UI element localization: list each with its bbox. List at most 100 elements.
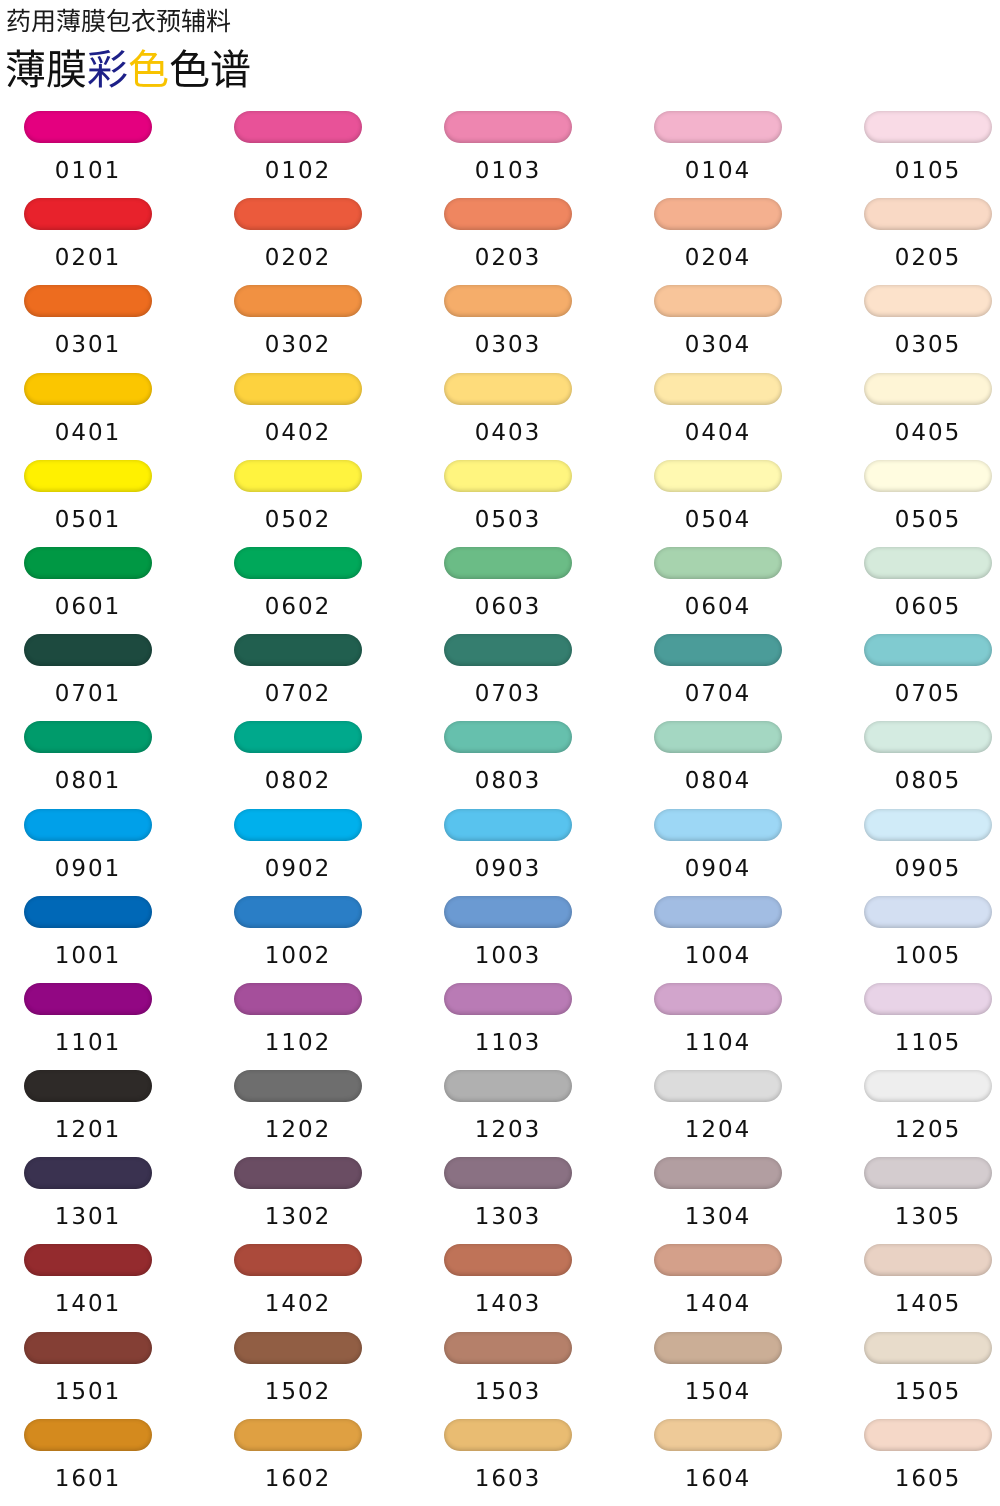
swatch-row: 0501 0502 0503 0504 0505: [0, 459, 1000, 547]
color-swatch: [864, 1244, 992, 1277]
color-code-label: 0102: [264, 158, 332, 184]
swatch-item: 0905: [864, 808, 992, 889]
swatch-item: 0702: [234, 634, 362, 714]
swatch-item: 0105: [864, 111, 992, 191]
swatch-row: 0601 0602 0603 0604 0605: [0, 546, 1000, 634]
color-swatch: [864, 372, 992, 405]
swatch-item: 0402: [234, 372, 362, 453]
swatch-item: 1102: [234, 982, 362, 1063]
color-code-label: 0205: [894, 245, 962, 272]
color-swatch: [234, 895, 362, 928]
color-swatch: [654, 982, 782, 1015]
color-code-label: 0905: [894, 855, 962, 882]
color-swatch: [864, 1070, 992, 1103]
color-code-label: 1501: [54, 1378, 122, 1405]
color-swatch: [864, 1418, 992, 1451]
swatch-item: 1605: [864, 1418, 992, 1499]
swatch-item: 1204: [654, 1070, 782, 1150]
color-swatch: [234, 1418, 362, 1451]
swatch-item: 0404: [654, 372, 782, 453]
color-swatch: [444, 111, 572, 143]
color-code-label: 1405: [894, 1291, 962, 1318]
color-swatch: [654, 1418, 782, 1451]
color-code-label: 1205: [894, 1117, 962, 1144]
color-swatch: [234, 1331, 362, 1364]
swatch-item: 1001: [24, 895, 152, 976]
color-swatch: [444, 808, 572, 841]
color-code-label: 1502: [264, 1378, 332, 1405]
color-code-label: 0805: [894, 768, 962, 795]
swatch-item: 1404: [654, 1244, 782, 1324]
swatch-item: 0703: [444, 634, 572, 714]
color-code-label: 1605: [894, 1465, 962, 1492]
swatch-item: 1005: [864, 895, 992, 976]
title-part: 色: [128, 46, 169, 94]
color-code-label: 1204: [684, 1117, 752, 1144]
color-code-label: 1302: [264, 1204, 332, 1231]
title-part: 彩: [87, 46, 128, 94]
color-swatch: [864, 895, 992, 928]
swatch-row: 1301 1302 1303 1304 1305: [0, 1157, 1000, 1244]
color-code-label: 0501: [54, 506, 122, 533]
color-swatch: [654, 111, 782, 143]
color-code-label: 0803: [474, 768, 542, 795]
color-swatch: [654, 1070, 782, 1103]
swatch-item: 0104: [654, 111, 782, 191]
color-code-label: 1401: [54, 1291, 122, 1318]
color-code-label: 0503: [474, 506, 542, 533]
swatch-row: 0801 0802 0803 0804 0805: [0, 721, 1000, 808]
color-code-label: 1002: [264, 942, 332, 969]
swatch-item: 1502: [234, 1331, 362, 1412]
color-swatch: [234, 721, 362, 754]
color-swatch: [444, 372, 572, 405]
swatch-item: 1101: [24, 982, 152, 1063]
color-code-label: 1603: [474, 1465, 542, 1492]
swatch-item: 0605: [864, 546, 992, 627]
title-part: 薄膜: [5, 46, 87, 94]
color-code-label: 0604: [684, 593, 752, 620]
swatch-item: 0803: [444, 721, 572, 801]
color-swatch: [444, 1070, 572, 1103]
color-swatch: [234, 459, 362, 492]
swatch-item: 0103: [444, 111, 572, 191]
color-code-label: 1504: [684, 1378, 752, 1405]
color-swatch: [654, 808, 782, 841]
swatch-item: 0405: [864, 372, 992, 453]
swatch-item: 0705: [864, 634, 992, 714]
swatch-item: 1203: [444, 1070, 572, 1150]
swatch-item: 1403: [444, 1244, 572, 1324]
title-part: 色谱: [169, 46, 251, 94]
page-title: 薄膜彩色色谱: [5, 44, 251, 96]
color-code-label: 0203: [474, 245, 542, 272]
color-swatch: [24, 1070, 152, 1103]
color-code-label: 1004: [684, 942, 752, 969]
swatch-item: 1603: [444, 1418, 572, 1499]
color-code-label: 0702: [264, 681, 332, 708]
color-code-label: 0403: [474, 419, 542, 446]
color-code-label: 0204: [684, 245, 752, 272]
color-code-label: 1305: [894, 1204, 962, 1231]
swatch-row: 1201 1202 1203 1204 1205: [0, 1070, 1000, 1157]
color-swatch: [654, 285, 782, 318]
color-code-label: 0103: [474, 158, 542, 184]
swatch-row: 0101 0102 0103 0104 0105: [0, 111, 1000, 198]
swatch-item: 0304: [654, 285, 782, 365]
swatch-item: 0501: [24, 459, 152, 540]
color-code-label: 1005: [894, 942, 962, 969]
color-swatch: [24, 1157, 152, 1190]
color-code-label: 0301: [54, 332, 122, 359]
swatch-item: 0901: [24, 808, 152, 889]
swatch-item: 0201: [24, 198, 152, 278]
color-code-label: 1301: [54, 1204, 122, 1231]
color-swatch: [444, 1157, 572, 1190]
color-swatch: [864, 285, 992, 318]
swatch-item: 1504: [654, 1331, 782, 1412]
color-code-label: 0201: [54, 245, 122, 272]
color-swatch: [24, 1244, 152, 1277]
swatch-item: 0305: [864, 285, 992, 365]
color-swatch: [234, 198, 362, 231]
color-swatch: [654, 459, 782, 492]
color-code-label: 1104: [684, 1029, 752, 1056]
color-code-label: 0504: [684, 506, 752, 533]
color-code-label: 0402: [264, 419, 332, 446]
